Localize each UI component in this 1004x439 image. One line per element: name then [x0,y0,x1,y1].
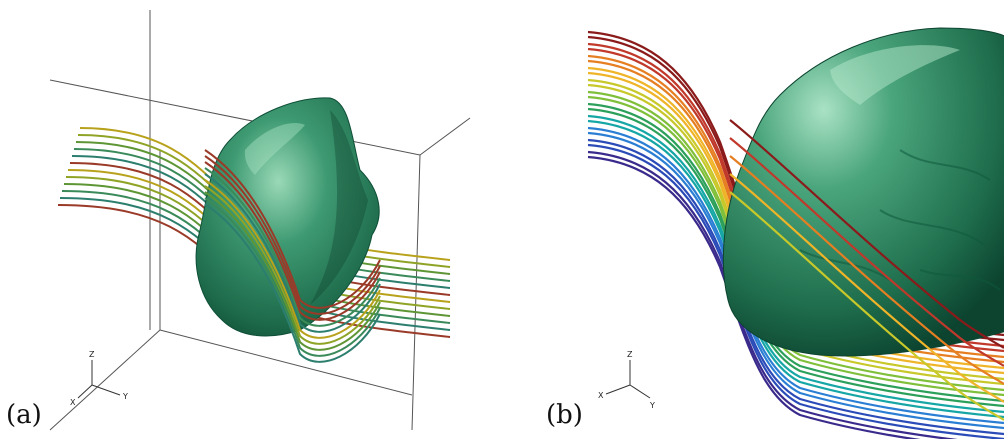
streamline-a-front [204,197,381,357]
streamlines-b-front [729,119,1004,421]
streamline-b [587,143,1004,439]
panel-label-b: (b) [546,400,583,430]
streamlines-front [204,149,381,363]
surface-wrinkles-b [799,149,1001,291]
bounding-box [49,10,471,431]
surface-highlight-b [830,45,960,105]
axis-x-label-a: X [70,398,76,407]
streamline-b-front [729,119,1004,349]
streamline-b-front [729,173,1004,403]
streamline-a-front [204,149,381,309]
axis-z-label-b: Z [627,350,633,359]
streamline-b [587,138,1004,436]
streamline-b-front [729,155,1004,385]
panel-label-a: (a) [6,400,42,430]
panel-b: Z Y X [587,27,1004,439]
streamline-a-front [204,185,381,345]
axis-x-label-b: X [598,391,604,400]
panel-a: Z Y X [49,10,471,431]
streamline-a-front [204,203,381,363]
streamline-a-front [204,167,381,327]
streamline-a-front [204,173,381,333]
axis-triad-b [605,360,651,399]
streamline-b [587,126,1004,425]
streamline-a-front [204,155,381,315]
streamline-b-front [729,191,1004,421]
streamline-b [587,150,959,439]
streamline-a-front [204,161,381,321]
surface-shadow-a [310,110,368,305]
surface-highlight-a [244,122,305,175]
axis-y-label-b: Y [649,401,655,410]
streamline-b [587,131,1004,430]
axis-y-label-a: Y [122,392,128,401]
axis-triad-a [77,360,121,399]
axis-z-label-a: Z [89,350,95,359]
streamline-a-front [204,179,381,339]
streamline-b-front [729,137,1004,367]
streamline-a-front [204,191,381,351]
iso-surface-a [195,97,380,337]
